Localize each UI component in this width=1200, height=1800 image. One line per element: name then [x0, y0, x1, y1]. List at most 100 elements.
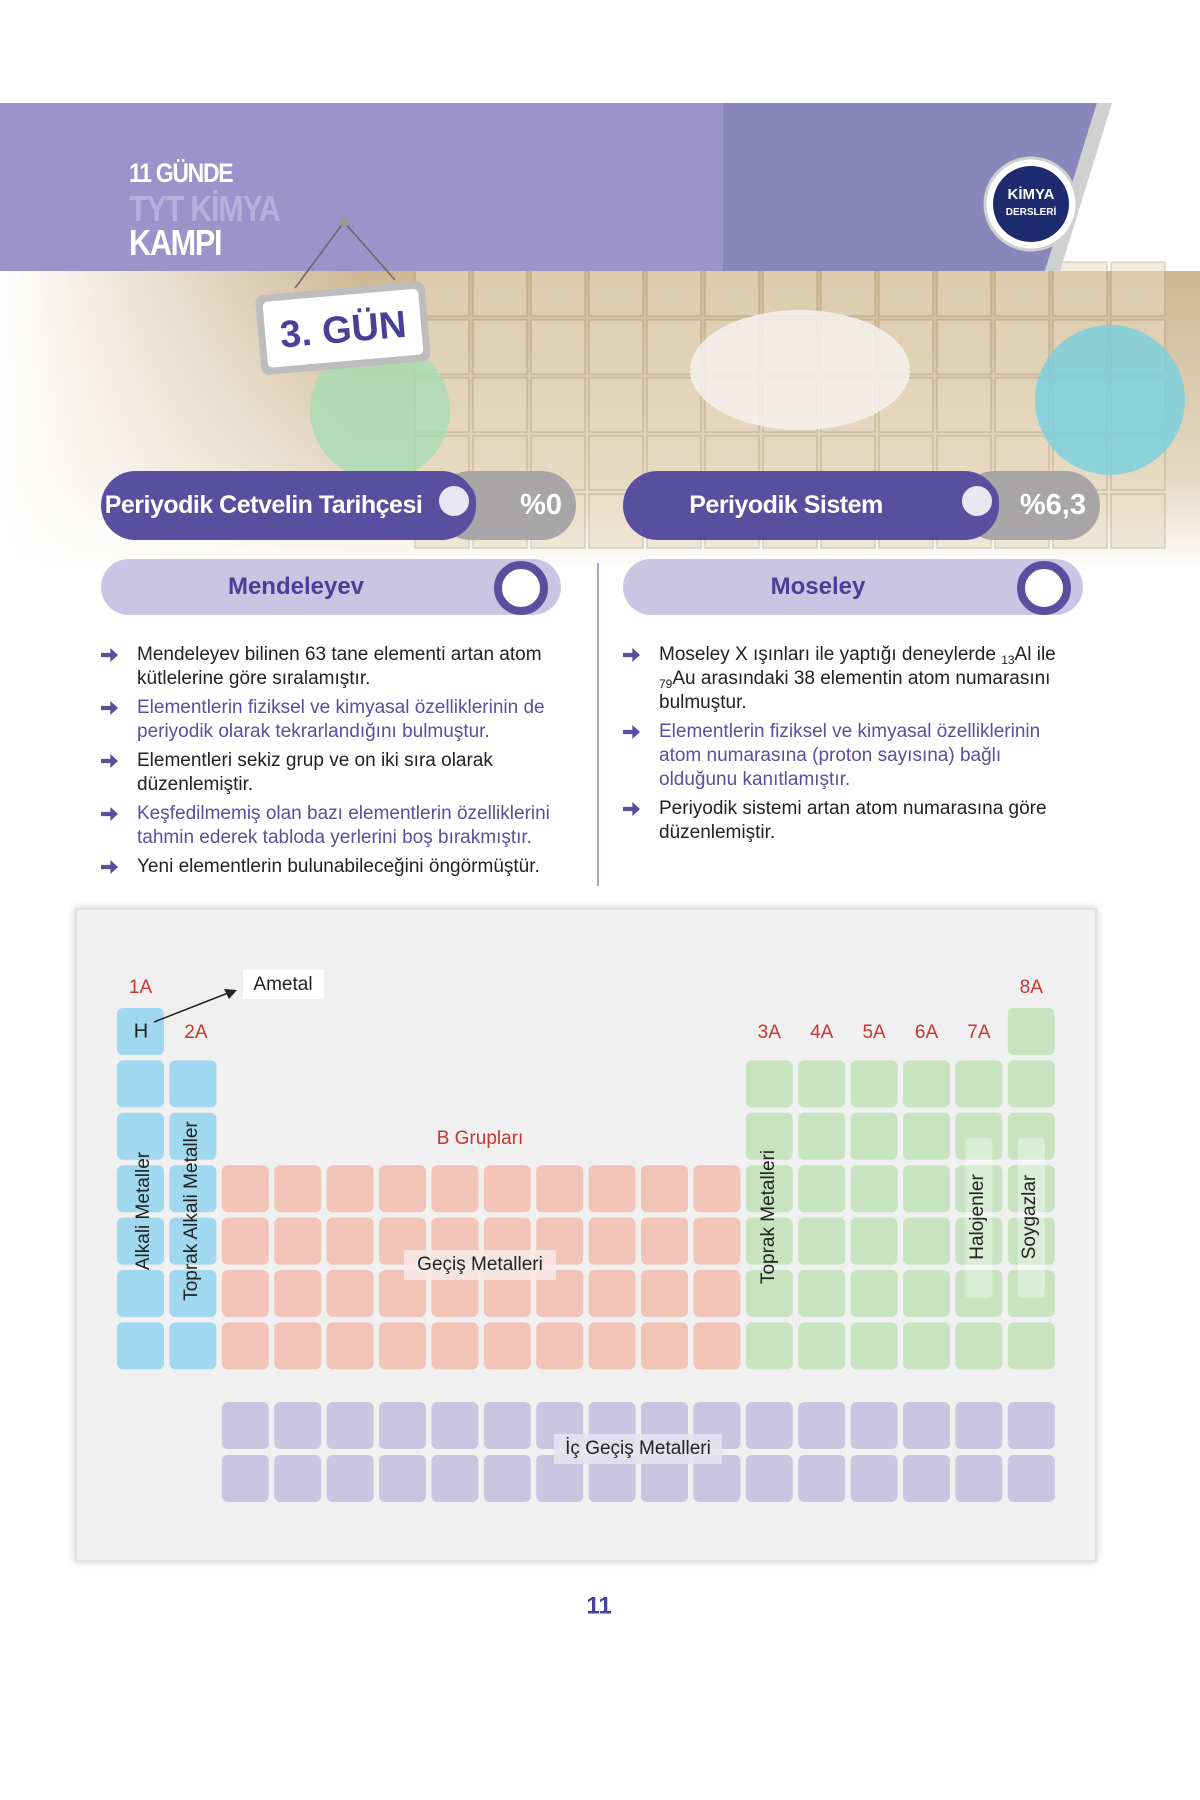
periodic-cells	[117, 1008, 1055, 1502]
cell	[221, 1217, 269, 1265]
section-subtitle: Moseley	[623, 559, 1083, 615]
diagram-labels: Ametal H B Grupları Geçiş Metalleri İç G…	[129, 970, 1043, 1464]
cell	[274, 1455, 322, 1502]
cell	[850, 1217, 898, 1265]
cell	[483, 1165, 531, 1213]
group-label: 3A	[758, 1022, 782, 1043]
cell	[274, 1270, 322, 1317]
arrow-head	[224, 989, 237, 999]
header-line: KAMPI	[129, 222, 222, 263]
logo-text: KİMYA	[1008, 186, 1055, 203]
cell	[326, 1455, 374, 1502]
cell	[745, 1112, 793, 1160]
label-strip	[1017, 1138, 1045, 1298]
section-title: Periyodik Sistem	[623, 471, 999, 540]
cell	[326, 1165, 374, 1213]
cell	[955, 1217, 1003, 1265]
halogens-label: Halojenler	[967, 1174, 988, 1260]
cell	[1007, 1165, 1055, 1213]
cell	[588, 1165, 636, 1213]
cell	[169, 1217, 217, 1265]
cell	[483, 1402, 531, 1449]
cell	[1007, 1455, 1055, 1502]
cell	[379, 1322, 426, 1370]
bullet-text: Al ile	[1014, 644, 1056, 665]
cell	[588, 1270, 636, 1317]
cell	[903, 1402, 950, 1449]
cell	[431, 1165, 479, 1213]
cell	[117, 1217, 164, 1265]
cell	[850, 1165, 898, 1213]
badge-face	[262, 288, 424, 368]
cell	[221, 1270, 269, 1317]
logo	[993, 166, 1069, 242]
cell	[431, 1455, 479, 1502]
cell	[117, 1060, 164, 1108]
cell	[221, 1165, 269, 1213]
cell	[903, 1455, 950, 1502]
group-label: 4A	[810, 1022, 834, 1043]
bullet: Yeni elementlerin bulunabileceğini öngör…	[101, 855, 576, 879]
cell	[117, 1322, 164, 1370]
cell	[1007, 1322, 1055, 1370]
section-title: Periyodik Cetvelin Tarihçesi	[101, 471, 476, 540]
cell	[850, 1402, 898, 1449]
green-flask	[310, 340, 450, 480]
inner-transition-label: İç Geçiş Metalleri	[565, 1438, 711, 1459]
bullet: Elementlerin fiziksel ve kimyasal özelli…	[101, 696, 576, 744]
cell	[693, 1217, 741, 1265]
cell	[798, 1060, 846, 1108]
label-box	[554, 1434, 722, 1464]
cell	[221, 1455, 269, 1502]
book-icon	[1017, 561, 1071, 615]
bullet: Elementleri sekiz grup ve on iki sıra ol…	[101, 749, 576, 797]
cell	[117, 1165, 164, 1213]
cell	[798, 1165, 846, 1213]
cell	[169, 1112, 217, 1160]
cell	[745, 1060, 793, 1108]
cell	[326, 1270, 374, 1317]
label-strip	[965, 1138, 993, 1298]
ring	[955, 479, 999, 523]
cell	[379, 1270, 426, 1317]
cell	[536, 1322, 584, 1370]
cell	[955, 1112, 1003, 1160]
noble-label: Soygazlar	[1019, 1174, 1040, 1259]
cell	[693, 1270, 741, 1317]
cell	[379, 1402, 426, 1449]
cell	[431, 1270, 479, 1317]
cell	[169, 1060, 217, 1108]
b-groups-label: B Grupları	[437, 1128, 524, 1149]
string	[294, 221, 345, 289]
cell	[798, 1455, 846, 1502]
cell	[903, 1322, 950, 1370]
cell	[379, 1165, 426, 1213]
cell	[798, 1112, 846, 1160]
header-line: 11 GÜNDE	[129, 158, 234, 188]
bullet-list: Moseley X ışınları ile yaptığı deneylerd…	[623, 643, 1083, 850]
cell	[588, 1455, 636, 1502]
cell	[326, 1322, 374, 1370]
cell	[483, 1455, 531, 1502]
bullet: Periyodik sistemi artan atom numarasına …	[623, 797, 1083, 845]
subscript: 13	[1001, 653, 1015, 667]
cell	[850, 1112, 898, 1160]
cell	[1007, 1217, 1055, 1265]
cell	[850, 1455, 898, 1502]
cell	[641, 1455, 688, 1502]
cell	[588, 1322, 636, 1370]
section-subtitle: Mendeleyev	[101, 559, 561, 615]
cell	[1007, 1270, 1055, 1317]
cell	[169, 1165, 217, 1213]
cell	[955, 1402, 1003, 1449]
page-number: 11	[586, 1592, 611, 1619]
cell	[693, 1322, 741, 1370]
cell	[221, 1402, 269, 1449]
bullet: Mendeleyev bilinen 63 tane elementi arta…	[101, 643, 576, 691]
cell	[483, 1322, 531, 1370]
transition-label: Geçiş Metalleri	[417, 1254, 543, 1275]
cell	[274, 1165, 322, 1213]
cell	[903, 1060, 950, 1108]
cell	[274, 1322, 322, 1370]
cell	[169, 1322, 217, 1370]
